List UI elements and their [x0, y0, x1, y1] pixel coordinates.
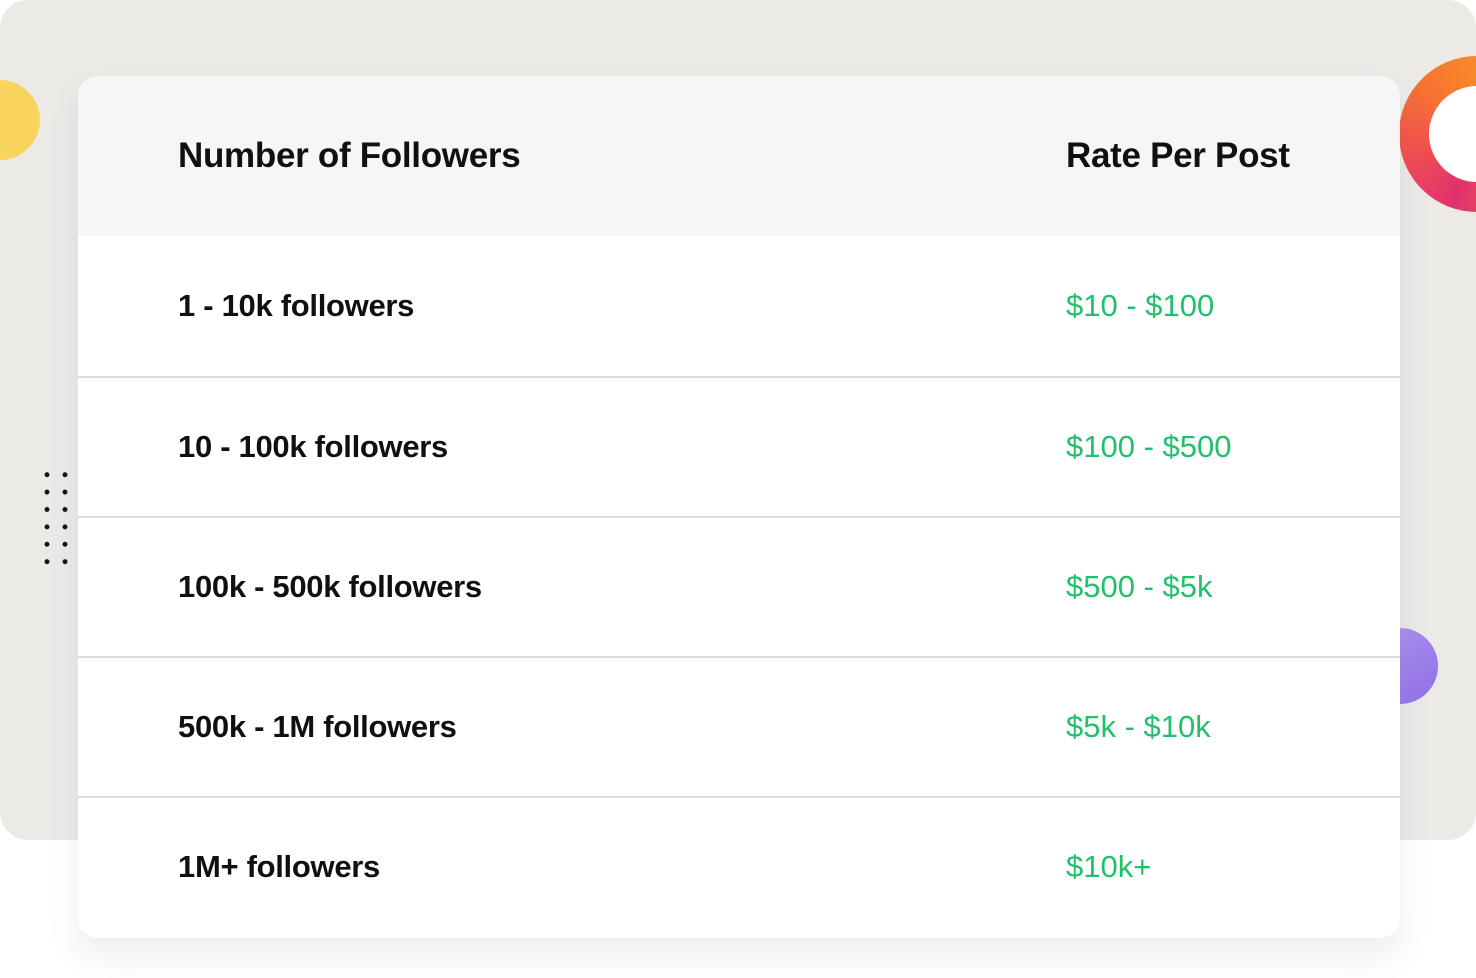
rate-per-post: $500 - $5k — [1066, 569, 1213, 604]
dot-grid-icon — [38, 466, 78, 566]
rate-per-post: $10 - $100 — [1066, 288, 1215, 323]
followers-range: 500k - 1M followers — [178, 709, 457, 744]
rate-per-post: $100 - $500 — [1066, 429, 1232, 464]
followers-range: 1 - 10k followers — [178, 288, 415, 323]
yellow-circle-icon — [0, 80, 40, 160]
column-header-rate: Rate Per Post — [1066, 136, 1290, 175]
table-row: 100k - 500k followers $500 - $5k — [78, 516, 1400, 656]
followers-range: 1M+ followers — [178, 849, 380, 884]
table-row: 1 - 10k followers $10 - $100 — [78, 236, 1400, 376]
table-header: Number of Followers Rate Per Post — [78, 76, 1400, 236]
pricing-table-card: Number of Followers Rate Per Post 1 - 10… — [78, 76, 1400, 938]
column-header-followers: Number of Followers — [178, 136, 521, 175]
table-row: 1M+ followers $10k+ — [78, 796, 1400, 936]
followers-range: 100k - 500k followers — [178, 569, 482, 604]
table-row: 500k - 1M followers $5k - $10k — [78, 656, 1400, 796]
rate-per-post: $5k - $10k — [1066, 709, 1211, 744]
gradient-ring-icon — [1399, 56, 1476, 212]
rate-per-post: $10k+ — [1066, 849, 1152, 884]
table-row: 10 - 100k followers $100 - $500 — [78, 376, 1400, 516]
followers-range: 10 - 100k followers — [178, 429, 448, 464]
